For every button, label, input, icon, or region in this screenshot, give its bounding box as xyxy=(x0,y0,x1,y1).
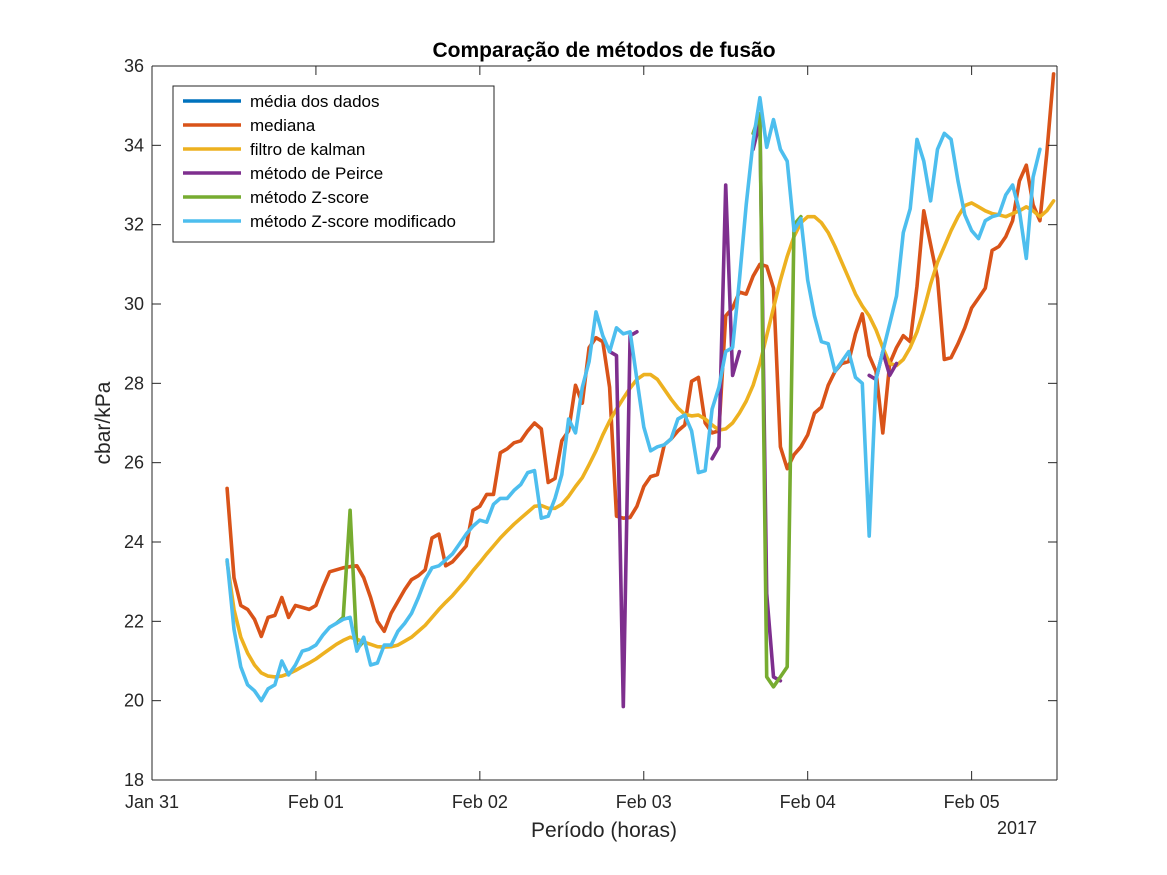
y-tick-label: 22 xyxy=(124,611,144,631)
legend-label: filtro de kalman xyxy=(250,140,365,159)
legend-label: mediana xyxy=(250,116,316,135)
y-tick-label: 24 xyxy=(124,532,144,552)
series-line-4 xyxy=(607,119,899,709)
x-tick-label: Feb 02 xyxy=(452,792,508,812)
legend-label: média dos dados xyxy=(250,92,379,111)
series-layer xyxy=(225,72,1056,709)
legend-label: método Z-score xyxy=(250,188,369,207)
y-tick-label: 20 xyxy=(124,691,144,711)
x-tick-label: Feb 03 xyxy=(616,792,672,812)
legend: média dos dados mediana filtro de kalman mé… xyxy=(172,85,495,243)
legend-label: método de Peirce xyxy=(250,164,383,183)
axes-layer: 18 20 22 24 26 28 30 32 34 36 Jan 31 Feb 01 Feb 02 Fe… xyxy=(124,56,1058,812)
x-tick-label: Jan 31 xyxy=(125,792,179,812)
y-tick-label: 34 xyxy=(124,135,144,155)
y-tick-label: 32 xyxy=(124,215,144,235)
y-axis-label: cbar/kPa xyxy=(92,381,115,464)
series-line-6 xyxy=(225,95,1042,703)
legend-box xyxy=(172,85,495,243)
x-tick-label: Feb 05 xyxy=(944,792,1000,812)
legend-label: método Z-score modificado xyxy=(250,212,456,231)
x-tick-label: Feb 04 xyxy=(780,792,836,812)
y-tick-label: 28 xyxy=(124,373,144,393)
y-tick-label: 26 xyxy=(124,453,144,473)
y-tick-label: 18 xyxy=(124,770,144,790)
chart-title: Comparação de métodos de fusão xyxy=(432,39,775,62)
y-tick-label: 36 xyxy=(124,56,144,76)
x-axis-label: Período (horas) xyxy=(531,819,677,842)
x-axis-year-label: 2017 xyxy=(997,818,1037,838)
x-tick-label: Feb 01 xyxy=(288,792,344,812)
y-tick-label: 30 xyxy=(124,294,144,314)
series-line-2 xyxy=(225,72,1056,639)
